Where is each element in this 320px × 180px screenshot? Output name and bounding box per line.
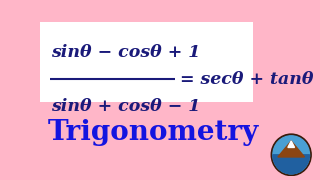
Text: sinθ − cosθ + 1: sinθ − cosθ + 1: [51, 44, 201, 61]
Text: sinθ + cosθ − 1: sinθ + cosθ − 1: [51, 98, 201, 115]
Text: = secθ + tanθ: = secθ + tanθ: [180, 71, 314, 88]
Polygon shape: [288, 141, 294, 147]
Text: Trigonometry: Trigonometry: [47, 119, 259, 146]
Wedge shape: [273, 155, 309, 174]
Bar: [40, 22, 253, 102]
Circle shape: [271, 134, 311, 176]
Polygon shape: [278, 141, 305, 157]
Circle shape: [273, 136, 309, 174]
